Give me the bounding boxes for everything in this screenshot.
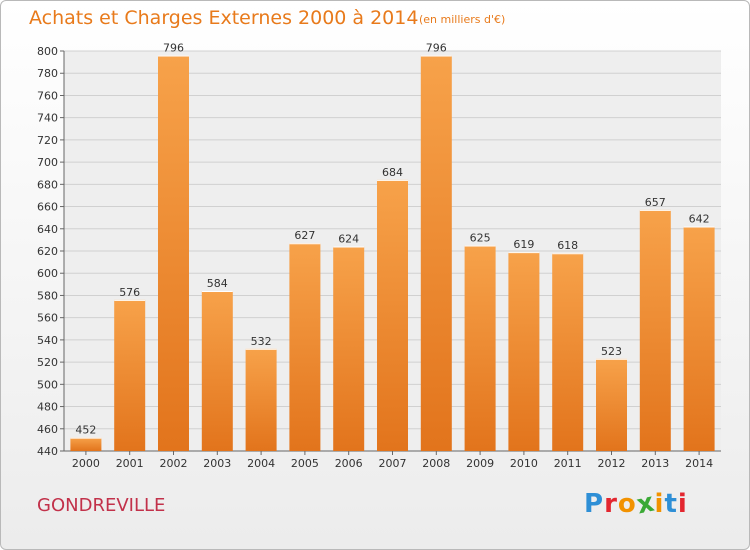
logo-letter: i [654,489,665,519]
bar [552,253,584,451]
y-tick-label: 760 [37,89,58,102]
data-label: 624 [338,233,359,246]
bar [245,348,277,451]
bar [114,299,146,451]
logo-letter: P [584,489,605,519]
data-label: 625 [470,231,491,244]
data-label: 618 [557,239,578,252]
proxiti-logo: Proxiti [584,487,688,520]
x-tick-label: 2004 [247,457,275,470]
x-tick-label: 2013 [641,457,669,470]
bar [333,246,365,451]
logo-letter: t [664,489,678,519]
x-tick-label: 2009 [466,457,494,470]
chart-subtitle: (en milliers d'€) [419,13,506,26]
logo-letter: r [604,489,618,519]
bar [201,291,233,451]
y-tick-label: 620 [37,245,58,258]
x-tick-label: 2014 [685,457,713,470]
y-tick-label: 740 [37,112,58,125]
data-label: 452 [75,424,96,437]
data-label: 532 [251,335,272,348]
x-tick-label: 2001 [116,457,144,470]
y-tick-label: 500 [37,378,58,391]
y-tick-label: 720 [37,134,58,147]
x-tick-label: 2012 [598,457,626,470]
bar [508,252,540,451]
data-label: 619 [513,238,534,251]
x-tick-label: 2010 [510,457,538,470]
data-label: 684 [382,166,403,179]
y-tick-label: 780 [37,67,58,80]
bar [70,437,102,451]
x-tick-label: 2007 [379,457,407,470]
bar [289,243,321,451]
logo-letter: o [617,489,637,519]
data-label: 796 [163,41,184,54]
bar [420,55,452,451]
data-label: 642 [689,213,710,226]
y-tick-label: 680 [37,178,58,191]
x-tick-label: 2002 [160,457,188,470]
y-tick-label: 580 [37,289,58,302]
bar [683,226,715,451]
data-label: 796 [426,41,447,54]
x-tick-label: 2003 [203,457,231,470]
x-tick-label: 2006 [335,457,363,470]
logo-letter: i [677,489,688,519]
data-label: 627 [294,229,315,242]
y-tick-label: 540 [37,334,58,347]
bar [158,55,189,451]
x-tick-label: 2011 [554,457,582,470]
data-label: 523 [601,345,622,358]
x-tick-label: 2005 [291,457,319,470]
bar [596,358,627,451]
y-tick-label: 660 [37,201,58,214]
bar [377,179,408,451]
y-tick-label: 480 [37,401,58,414]
y-tick-label: 600 [37,267,58,280]
place-name: GONDREVILLE [37,495,166,516]
y-tick-label: 700 [37,156,58,169]
y-tick-label: 640 [37,223,58,236]
y-tick-label: 800 [37,45,58,58]
y-tick-label: 460 [37,423,58,436]
bar [464,245,496,451]
data-label: 576 [119,286,140,299]
data-label: 657 [645,196,666,209]
chart-title: Achats et Charges Externes 2000 à 2014 [29,7,419,29]
y-tick-label: 440 [37,445,58,458]
y-tick-label: 560 [37,312,58,325]
x-tick-label: 2000 [72,457,100,470]
y-tick-label: 520 [37,356,58,369]
x-tick-label: 2008 [422,457,450,470]
bar [639,209,671,451]
data-label: 584 [207,277,228,290]
